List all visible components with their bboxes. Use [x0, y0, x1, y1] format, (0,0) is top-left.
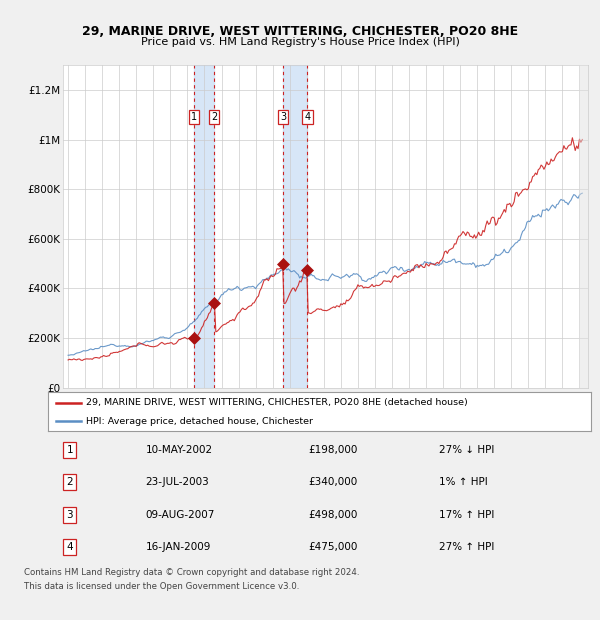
- Bar: [194, 65, 214, 388]
- Text: 10-MAY-2002: 10-MAY-2002: [146, 445, 213, 455]
- Text: 1% ↑ HPI: 1% ↑ HPI: [439, 477, 488, 487]
- Text: 4: 4: [304, 112, 310, 122]
- Text: 09-AUG-2007: 09-AUG-2007: [146, 510, 215, 520]
- Text: 27% ↑ HPI: 27% ↑ HPI: [439, 542, 494, 552]
- Text: 2: 2: [67, 477, 73, 487]
- Text: 4: 4: [67, 542, 73, 552]
- Text: 3: 3: [67, 510, 73, 520]
- Text: £475,000: £475,000: [308, 542, 358, 552]
- Text: 16-JAN-2009: 16-JAN-2009: [146, 542, 211, 552]
- Text: 3: 3: [280, 112, 286, 122]
- Text: This data is licensed under the Open Government Licence v3.0.: This data is licensed under the Open Gov…: [24, 582, 299, 591]
- Text: £498,000: £498,000: [308, 510, 358, 520]
- Text: 27% ↓ HPI: 27% ↓ HPI: [439, 445, 494, 455]
- Text: HPI: Average price, detached house, Chichester: HPI: Average price, detached house, Chic…: [86, 417, 313, 426]
- Bar: [283, 65, 307, 388]
- Text: 29, MARINE DRIVE, WEST WITTERING, CHICHESTER, PO20 8HE: 29, MARINE DRIVE, WEST WITTERING, CHICHE…: [82, 25, 518, 38]
- Text: Price paid vs. HM Land Registry's House Price Index (HPI): Price paid vs. HM Land Registry's House …: [140, 37, 460, 47]
- Text: 1: 1: [191, 112, 197, 122]
- Text: Contains HM Land Registry data © Crown copyright and database right 2024.: Contains HM Land Registry data © Crown c…: [24, 568, 359, 577]
- Text: £198,000: £198,000: [308, 445, 358, 455]
- Text: 23-JUL-2003: 23-JUL-2003: [146, 477, 209, 487]
- Text: 29, MARINE DRIVE, WEST WITTERING, CHICHESTER, PO20 8HE (detached house): 29, MARINE DRIVE, WEST WITTERING, CHICHE…: [86, 398, 468, 407]
- Text: 17% ↑ HPI: 17% ↑ HPI: [439, 510, 494, 520]
- Text: 1: 1: [67, 445, 73, 455]
- Text: £340,000: £340,000: [308, 477, 358, 487]
- Text: 2: 2: [211, 112, 217, 122]
- Polygon shape: [580, 65, 588, 388]
